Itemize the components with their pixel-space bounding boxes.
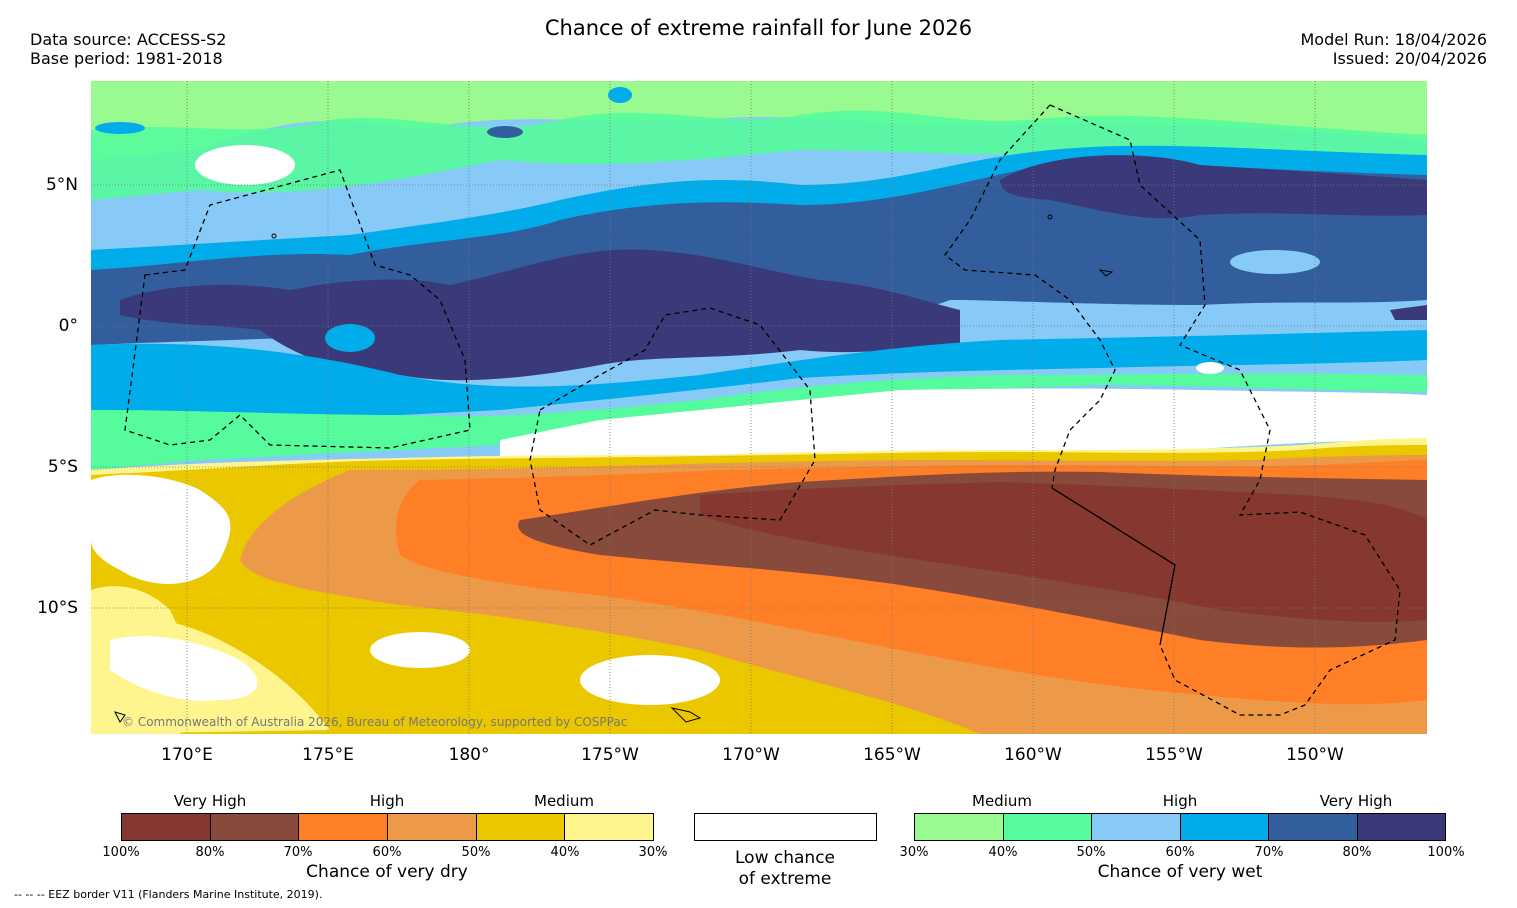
legend-dry-title: Chance of very dry [306,862,468,882]
legend-dry-swatch [122,814,211,840]
legend-dry-swatch [210,814,300,840]
lat-label: 10°S [37,598,78,618]
lon-label: 170°W [722,745,780,765]
legend-wet-swatch [1357,814,1445,840]
legend-wet-swatch [1180,814,1269,840]
legend-dry-category: Medium [534,792,594,810]
lon-label: 150°W [1286,745,1344,765]
legend-wet-title: Chance of very wet [1097,862,1263,882]
legend-dry-swatch [565,814,654,840]
lon-label: 160°W [1004,745,1062,765]
legend-wet-tick: 80% [1342,845,1372,860]
lat-label: 5°S [47,457,78,477]
legend-dry-tick: 60% [372,845,402,860]
legend-low-swatch [694,813,877,841]
lat-label: 5°N [45,175,78,195]
legend-dry-category: High [369,792,405,810]
eez-borders [124,104,1401,716]
legend-wet-tick: 60% [1165,845,1195,860]
map-title: Chance of extreme rainfall for June 2026 [544,16,973,40]
lon-label: 165°W [863,745,921,765]
legend-wet-tick: 70% [1254,845,1284,860]
legend-low-line1: Low chance [735,848,835,868]
lat-label: 0° [58,316,78,336]
issued-date: Issued: 20/04/2026 [1332,49,1487,68]
legend-low-fill [695,814,876,840]
legend-low-line2: of extreme [738,869,832,889]
lon-label: 175°W [581,745,639,765]
legend-wet-tick: 50% [1076,845,1106,860]
legend-wet-category: High [1162,792,1198,810]
legend-wet-tick: 40% [988,845,1018,860]
legend-dry-swatch [388,814,477,840]
lon-label: 155°W [1145,745,1203,765]
legend-dry-tick: 70% [283,845,313,860]
legend-dry-tick: 30% [638,845,668,860]
legend-wet-category: Very High [1319,792,1393,810]
legend-wet-category: Medium [972,792,1032,810]
lon-label: 175°E [302,745,354,765]
legend-wet-swatch [1003,814,1092,840]
legend-dry-swatch [299,814,389,840]
data-source: Data source: ACCESS-S2 [30,30,227,49]
legend-dry-swatch [476,814,566,840]
legend-wet-tick: 30% [899,845,929,860]
copyright-notice: © Commonwealth of Australia 2026, Bureau… [122,715,628,729]
base-period: Base period: 1981-2018 [30,49,223,68]
rainfall-map [91,81,1427,734]
legend-dry-tick: 50% [461,845,491,860]
legend-wet-swatch [1269,814,1358,840]
legend-dry-tick: 80% [195,845,225,860]
eez-note: -- -- -- EEZ border V11 (Flanders Marine… [14,888,323,901]
legend-wet-swatch [915,814,1004,840]
legend-wet-tick: 100% [1427,845,1465,860]
legend-dry-tick: 100% [102,845,140,860]
model-run: Model Run: 18/04/2026 [1300,30,1488,49]
legend-wet-swatch [1092,814,1181,840]
lon-label: 180° [448,745,490,765]
legend-wet-colorbar [914,813,1446,841]
lon-label: 170°E [161,745,213,765]
legend-dry-tick: 40% [550,845,580,860]
map-field [91,81,1427,734]
legend-dry-colorbar [121,813,654,841]
legend-dry-category: Very High [173,792,247,810]
